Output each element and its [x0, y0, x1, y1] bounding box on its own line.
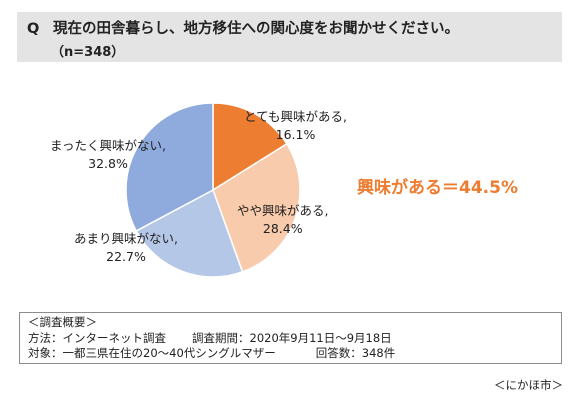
- overview-period: 調査期間：2020年9月11日～9月18日: [192, 330, 392, 345]
- slice-label-not-interested: まったく興味がない, 32.8%: [50, 137, 166, 173]
- overview-target-row: 対象：一都三県在住の20～40代シングルマザー 回答数：348件: [28, 346, 553, 362]
- slice-somewhat-interested: [212, 142, 301, 273]
- overview-responses: 回答数：348件: [315, 346, 396, 360]
- slice-label-value: 32.8%: [88, 156, 128, 171]
- source-credit: ＜にかほ市＞: [494, 378, 563, 392]
- overview-method-row: 方法：インターネット調査 調査期間：2020年9月11日～9月18日: [28, 331, 553, 347]
- survey-overview: ＜調査概要＞ 方法：インターネット調査 調査期間：2020年9月11日～9月18日…: [19, 312, 562, 364]
- slice-not-very-interested: [135, 188, 244, 278]
- slice-label-value: 16.1%: [275, 127, 316, 142]
- slice-label-somewhat-interested: やや興味がある, 28.4%: [237, 202, 328, 238]
- slice-label-very-interested: とても興味がある, 16.1%: [244, 108, 347, 144]
- overview-method: 方法：インターネット調査: [28, 330, 166, 345]
- sample-size: （n=348）: [51, 45, 125, 60]
- question-box: Q 現在の田舎暮らし、地方移住への関心度をお聞かせください。 （n=348）: [17, 12, 562, 62]
- slice-label-not-very-interested: あまり興味がない, 22.7%: [74, 230, 178, 266]
- interest-total-annotation: 興味がある＝44.5%: [357, 178, 518, 198]
- slice-label-name: とても興味がある,: [244, 109, 347, 124]
- slice-label-name: あまり興味がない,: [74, 231, 178, 246]
- slice-very-interested: [212, 102, 288, 192]
- slice-label-name: やや興味がある,: [237, 203, 329, 218]
- question-text: 現在の田舎暮らし、地方移住への関心度をお聞かせください。: [53, 21, 459, 37]
- question-line: Q 現在の田舎暮らし、地方移住への関心度をお聞かせください。: [27, 17, 552, 38]
- overview-title: ＜調査概要＞: [28, 315, 97, 329]
- slice-not-interested: [125, 102, 214, 232]
- slice-label-value: 28.4%: [262, 221, 303, 236]
- slice-label-value: 22.7%: [106, 249, 146, 264]
- slice-label-name: まったく興味がない,: [50, 138, 166, 153]
- question-mark: Q: [27, 21, 40, 37]
- overview-target: 対象：一都三県在住の20～40代シングルマザー: [28, 346, 276, 360]
